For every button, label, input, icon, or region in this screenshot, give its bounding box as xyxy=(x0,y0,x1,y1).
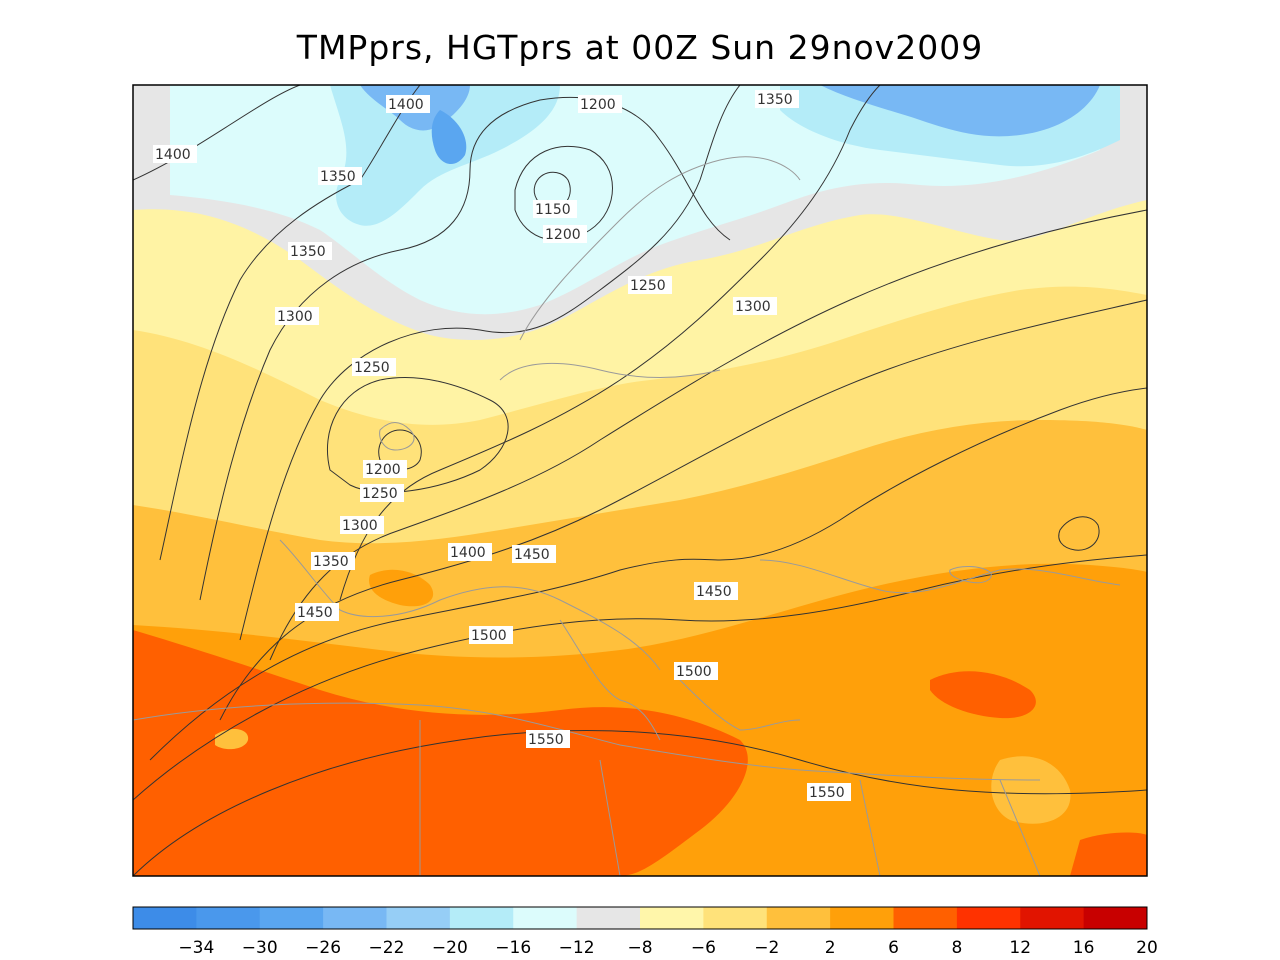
cold-core-e xyxy=(431,110,467,165)
svg-text:1500: 1500 xyxy=(676,664,712,680)
color-bar-label: −8 xyxy=(627,938,652,958)
coastlines xyxy=(133,156,1121,876)
svg-text:1350: 1350 xyxy=(313,554,349,570)
cold-core-c xyxy=(820,85,1100,137)
svg-text:1350: 1350 xyxy=(757,92,793,108)
contour-label-group: 1400 1200 1350 1400 1350 1150 1200 1350 … xyxy=(153,90,851,801)
contour-label: 1550 xyxy=(807,783,851,801)
height-contours xyxy=(133,85,1147,876)
contour-label: 1350 xyxy=(755,90,799,108)
contour-label: 1500 xyxy=(674,662,718,680)
svg-text:1550: 1550 xyxy=(809,785,845,801)
color-bar-label: 16 xyxy=(1073,938,1095,958)
color-bar-label: −26 xyxy=(305,938,341,958)
svg-text:1350: 1350 xyxy=(290,244,326,260)
contour-label: 1250 xyxy=(628,276,672,294)
contour-label: 1150 xyxy=(533,200,577,218)
svg-text:1200: 1200 xyxy=(580,97,616,113)
color-bar-label: 6 xyxy=(888,938,899,958)
svg-text:1400: 1400 xyxy=(388,97,424,113)
color-bar-label: 20 xyxy=(1136,938,1158,958)
svg-text:1400: 1400 xyxy=(450,545,486,561)
color-bar-segment xyxy=(196,907,261,929)
contour-label: 1300 xyxy=(340,516,384,534)
svg-text:1150: 1150 xyxy=(535,202,571,218)
contour-label: 1350 xyxy=(288,242,332,260)
contour-label: 1450 xyxy=(295,603,339,621)
color-bar-segment xyxy=(956,907,1021,929)
hot-zone-west xyxy=(133,630,748,876)
color-bar-segment xyxy=(576,907,641,929)
color-bar-label: 2 xyxy=(825,938,836,958)
contour-label: 1400 xyxy=(153,145,197,163)
contour-label: 1500 xyxy=(469,626,513,644)
color-bar-label: 8 xyxy=(951,938,962,958)
contour-label: 1300 xyxy=(275,307,319,325)
color-bar-label: −16 xyxy=(495,938,531,958)
contour-label: 1350 xyxy=(311,552,355,570)
color-bar-label: −2 xyxy=(754,938,779,958)
color-bar-segment xyxy=(1020,907,1085,929)
color-bar-label: −20 xyxy=(432,938,468,958)
svg-text:1350: 1350 xyxy=(320,169,356,185)
svg-text:1200: 1200 xyxy=(545,227,581,243)
svg-text:1450: 1450 xyxy=(297,605,333,621)
svg-text:1450: 1450 xyxy=(514,547,550,563)
svg-text:1250: 1250 xyxy=(362,486,398,502)
color-bar-label: −22 xyxy=(369,938,405,958)
color-bar xyxy=(132,906,1148,930)
hot-zone-east xyxy=(930,671,1036,719)
contour-label: 1200 xyxy=(363,460,407,478)
color-bar-label: −34 xyxy=(178,938,214,958)
color-bar-segment xyxy=(259,907,324,929)
color-bar-segment xyxy=(640,907,704,929)
map-frame xyxy=(132,84,1148,877)
color-bar-segment xyxy=(703,907,768,929)
color-bar-border xyxy=(132,906,1148,930)
color-bar-segment xyxy=(513,907,578,929)
color-bar-segment xyxy=(386,907,451,929)
contour-label: 1450 xyxy=(694,582,738,600)
color-bar-segment xyxy=(323,907,387,929)
temperature-field xyxy=(133,85,1147,876)
color-bar-segment xyxy=(133,907,197,929)
svg-text:1300: 1300 xyxy=(735,299,771,315)
svg-text:1550: 1550 xyxy=(528,732,564,748)
color-bar-segment xyxy=(830,907,894,929)
color-bar-label: −6 xyxy=(691,938,716,958)
patch-a xyxy=(215,728,249,750)
color-bar-label: −30 xyxy=(242,938,278,958)
color-bar-segment xyxy=(449,907,514,929)
contour-label: 1400 xyxy=(386,95,430,113)
patch-c xyxy=(369,569,434,607)
svg-text:1200: 1200 xyxy=(365,462,401,478)
contour-label: 1200 xyxy=(543,225,587,243)
color-bar-segment xyxy=(766,907,831,929)
contour-label: 1250 xyxy=(352,358,396,376)
color-bar-labels: −34 −30 −26 −22 −20 −16 −12 −8 −6 −2 2 6 8 12 16 20 xyxy=(178,938,1157,958)
contour-label: 1200 xyxy=(578,95,622,113)
svg-text:1500: 1500 xyxy=(471,628,507,644)
contour-label: 1300 xyxy=(733,297,777,315)
contour-label: 1400 xyxy=(448,543,492,561)
svg-text:1300: 1300 xyxy=(342,518,378,534)
color-bar-segment xyxy=(893,907,958,929)
svg-text:1300: 1300 xyxy=(277,309,313,325)
color-bar-segment xyxy=(1083,907,1148,929)
contour-label: 1350 xyxy=(318,167,362,185)
svg-text:1250: 1250 xyxy=(354,360,390,376)
contour-label: 1450 xyxy=(512,545,556,563)
svg-text:1400: 1400 xyxy=(155,147,191,163)
svg-text:1250: 1250 xyxy=(630,278,666,294)
color-bar-label: 12 xyxy=(1009,938,1031,958)
map-title: TMPprs, HGTprs at 00Z Sun 29nov2009 xyxy=(296,28,984,67)
hot-zone-se xyxy=(1070,832,1147,876)
svg-text:1450: 1450 xyxy=(696,584,732,600)
contour-label: 1550 xyxy=(526,730,570,748)
contour-label: 1250 xyxy=(360,484,404,502)
color-bar-label: −12 xyxy=(559,938,595,958)
